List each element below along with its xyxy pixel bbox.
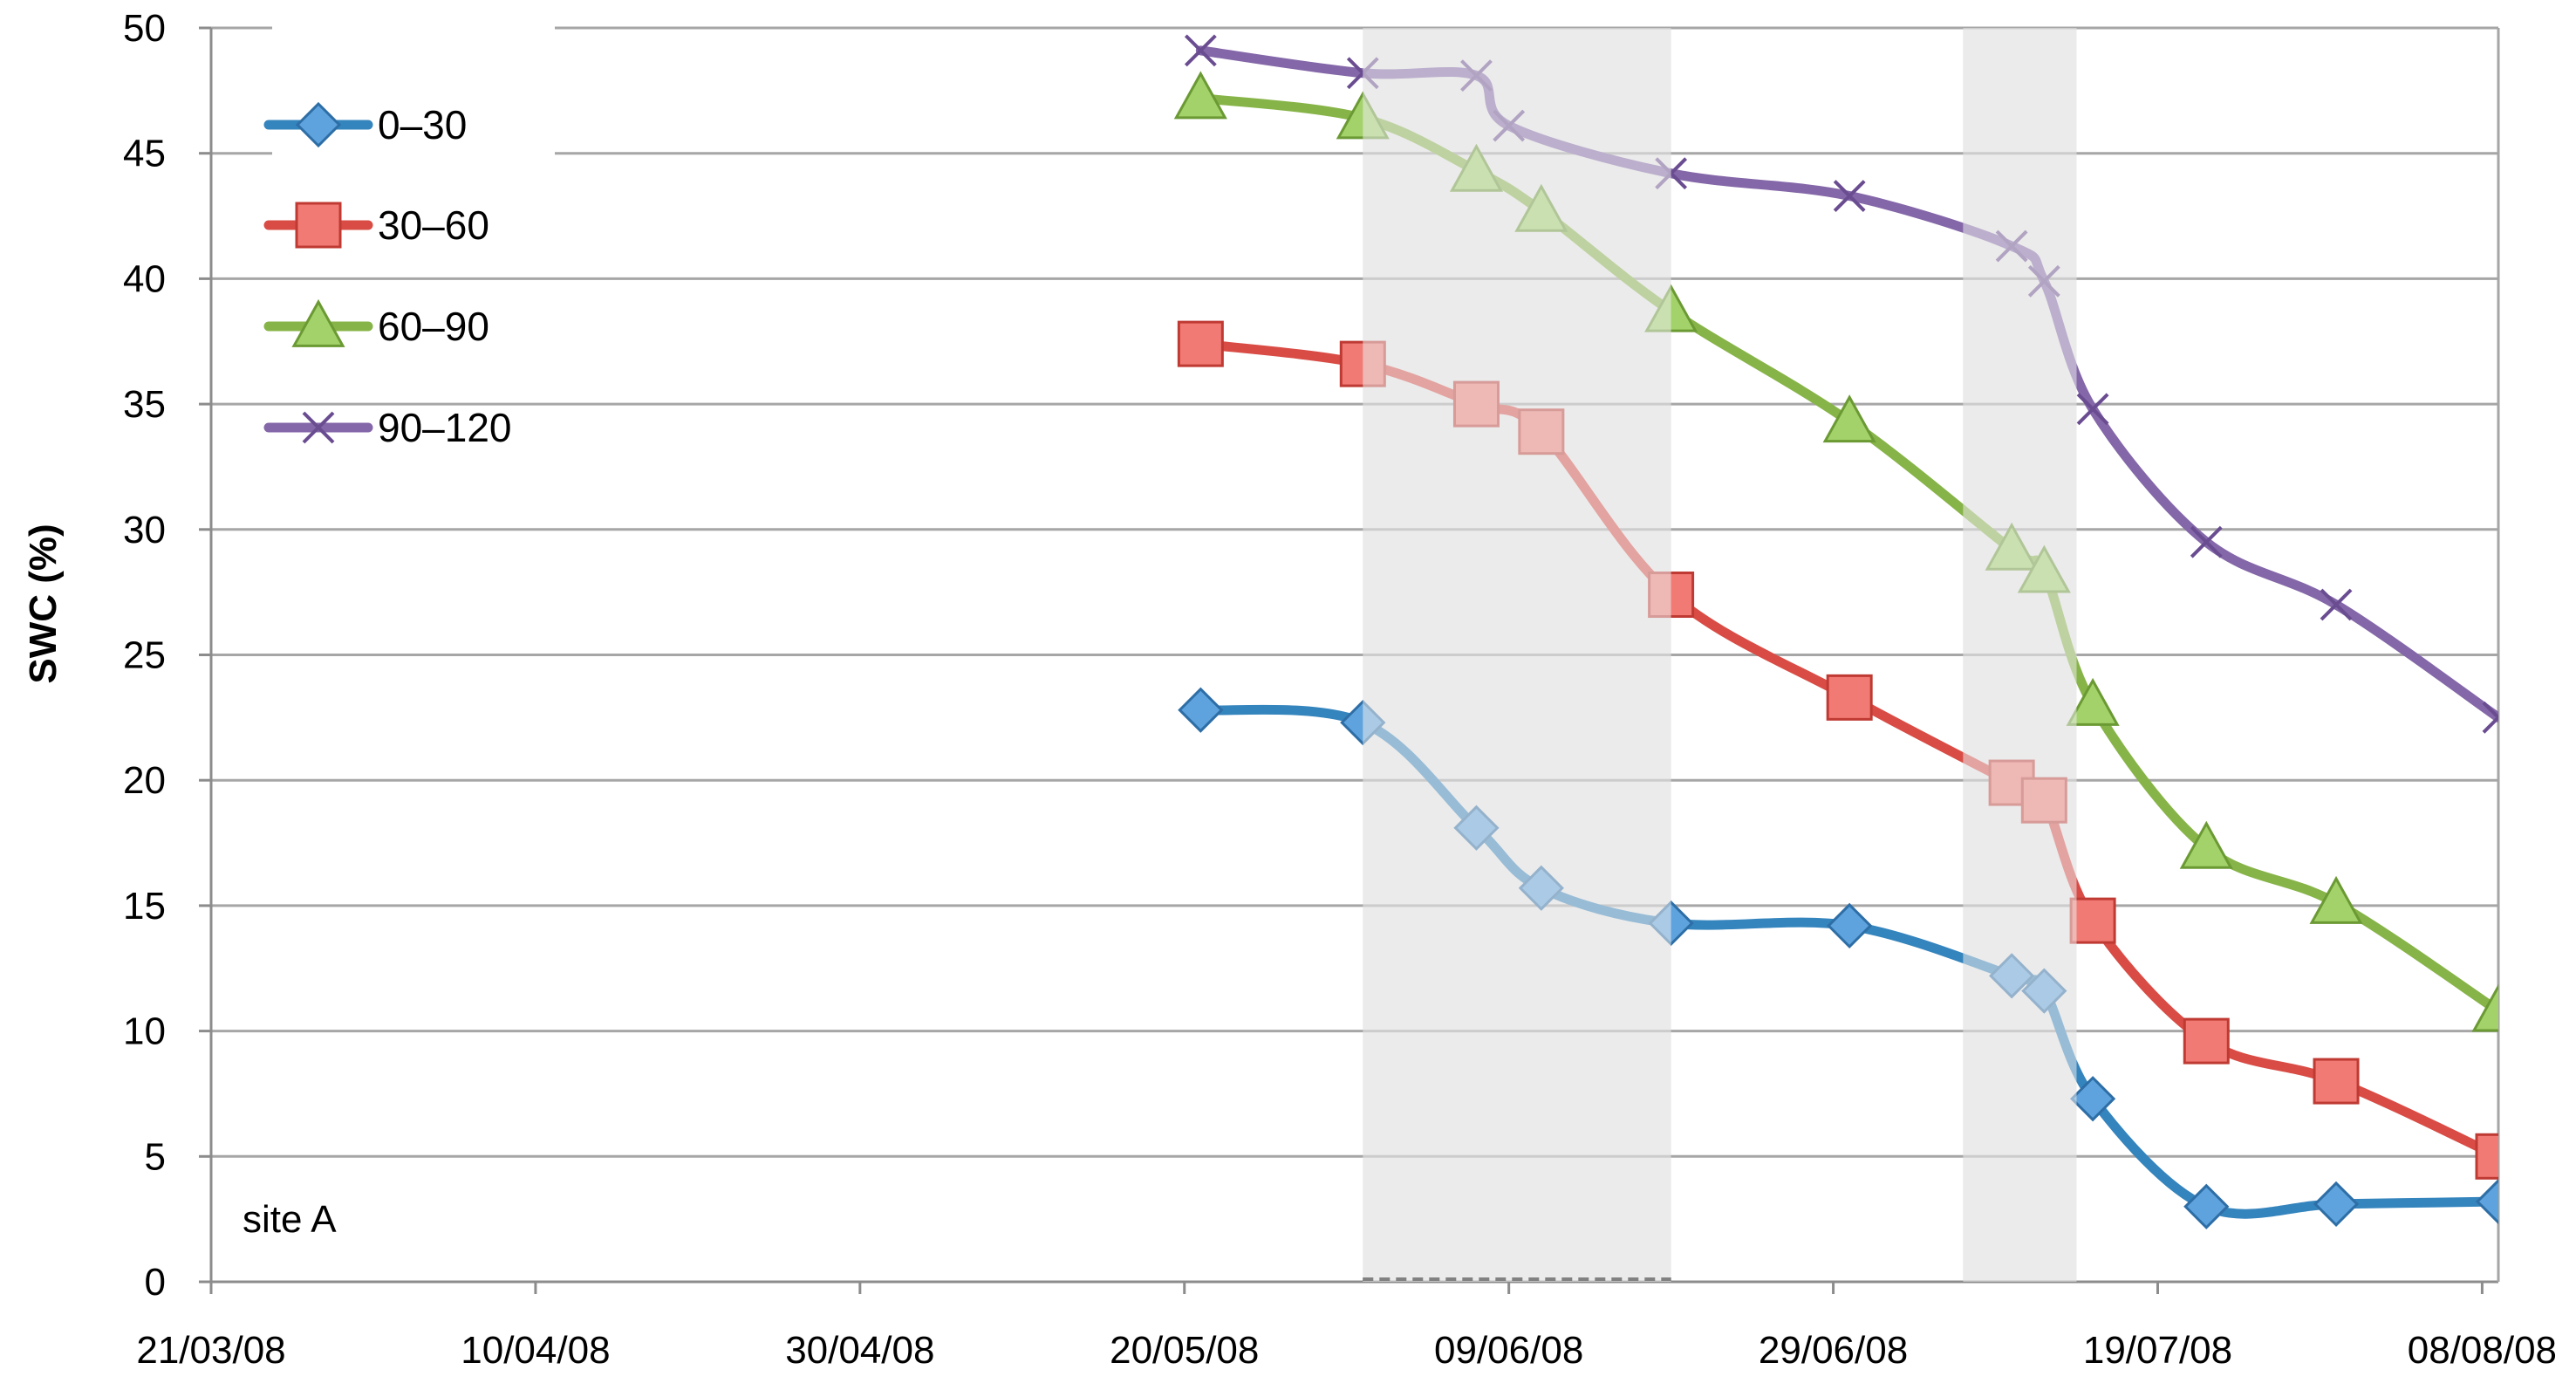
y-tick-label: 40 [123, 257, 166, 300]
data-point [1184, 34, 1217, 67]
data-point [2475, 1178, 2498, 1225]
site-annotation: site A [243, 1198, 337, 1241]
legend-label: 60–90 [378, 304, 489, 349]
data-point [2471, 983, 2498, 1032]
data-point [2313, 1058, 2360, 1105]
x-tick-label: 21/03/08 [136, 1329, 285, 1372]
y-tick-label: 5 [145, 1135, 166, 1178]
data-point [2309, 875, 2363, 924]
y-tick-label: 0 [145, 1261, 166, 1304]
data-point [2066, 677, 2120, 726]
data-point [2475, 1133, 2498, 1180]
y-tick-label: 50 [123, 7, 166, 50]
x-tick-label: 30/04/08 [785, 1329, 934, 1372]
legend-marker [291, 298, 345, 347]
data-point [2069, 897, 2116, 944]
legend-marker [302, 411, 335, 444]
x-tick-label: 19/07/08 [2083, 1329, 2232, 1372]
data-point [1827, 902, 1873, 949]
x-tick-label: 08/08/08 [2408, 1329, 2557, 1372]
data-point [2482, 701, 2498, 734]
y-tick-label: 15 [123, 885, 166, 928]
y-tick-label: 20 [123, 759, 166, 802]
x-tick-label: 09/06/08 [1434, 1329, 1583, 1372]
data-point [1177, 320, 1224, 367]
data-point [1833, 180, 1866, 212]
y-tick-label: 35 [123, 383, 166, 426]
legend-item: 90–120 [263, 405, 512, 450]
data-point [2069, 1076, 2116, 1122]
axes: 0 5 10 15 20 25 30 35 40 45 50 21/03/08 10/04/08 30/0… [123, 7, 2557, 1372]
shaded-period-overlay [1963, 28, 2077, 1282]
data-point [1173, 71, 1227, 120]
legend-marker [295, 101, 342, 148]
y-tick-label: 45 [123, 133, 166, 175]
shading-overlay [1363, 28, 2077, 1282]
data-point [2183, 1183, 2230, 1229]
legend-marker [295, 202, 342, 249]
y-tick-label: 10 [123, 1010, 166, 1053]
data-point [2076, 393, 2109, 426]
x-tick-label: 29/06/08 [1759, 1329, 1908, 1372]
x-tick-label: 10/04/08 [461, 1329, 610, 1372]
legend-label: 30–60 [378, 202, 489, 248]
data-point [2183, 1017, 2230, 1065]
data-point [1822, 394, 1876, 443]
data-point [2320, 588, 2353, 621]
x-tick-label: 20/05/08 [1110, 1329, 1259, 1372]
legend-label: 0–30 [378, 102, 467, 147]
legend-item: 30–60 [263, 202, 489, 249]
legend: 0–30 30–60 60–90 90–120 [263, 101, 512, 450]
legend-label: 90–120 [378, 405, 512, 450]
y-tick-label: 25 [123, 634, 166, 677]
data-point [2190, 525, 2223, 558]
y-axis-title: SWC (%) [22, 524, 65, 683]
legend-item: 0–30 [263, 101, 467, 148]
data-point [2313, 1181, 2360, 1228]
gridlines [211, 26, 2498, 1158]
data-point [1178, 687, 1224, 733]
shaded-period-overlay [1363, 28, 1671, 1282]
y-tick-label: 30 [123, 509, 166, 551]
data-point [2179, 820, 2233, 869]
legend-item: 60–90 [263, 298, 489, 349]
data-point [1826, 674, 1873, 721]
